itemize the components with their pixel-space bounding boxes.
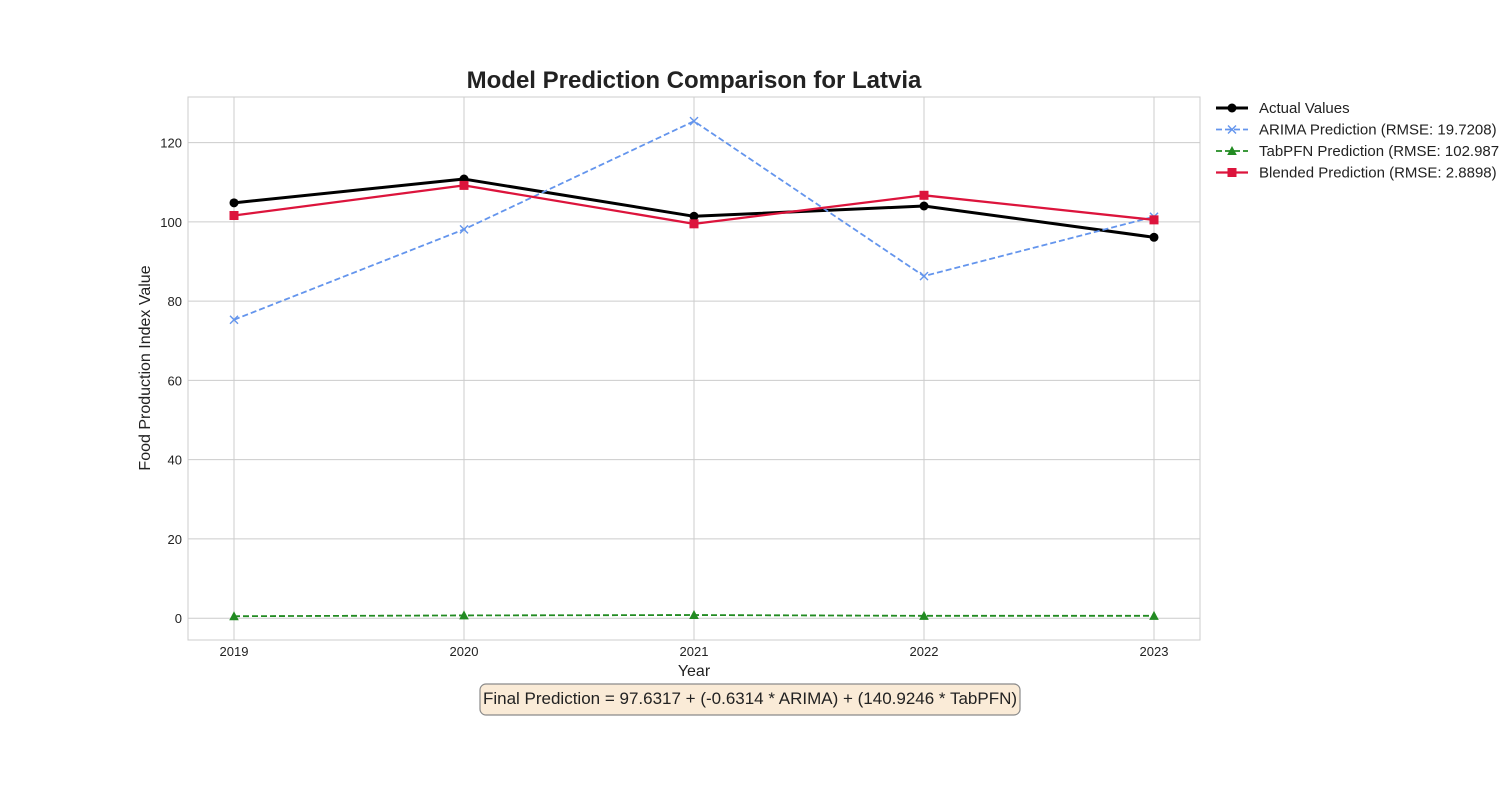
x-tick-label: 2019 <box>220 644 249 659</box>
x-axis-label: Year <box>678 663 711 680</box>
series-layer <box>229 116 1159 621</box>
plot-frame <box>187 96 1201 641</box>
legend-label: Blended Prediction (RMSE: 2.8898) <box>1259 165 1497 182</box>
data-point-arima <box>459 224 469 234</box>
legend-marker <box>1227 125 1237 134</box>
data-point-actual <box>229 198 239 208</box>
legend-entry-blended: Blended Prediction (RMSE: 2.8898) <box>1216 165 1497 182</box>
data-point-blended <box>689 219 699 229</box>
tick-labels: 0 20 40 60 80 100 120 2019 2020 2021 2022 2023 <box>160 136 1168 659</box>
legend: Actual Values ARIMA Prediction (RMSE: 19.… <box>1216 100 1499 182</box>
legend-label: Actual Values <box>1259 100 1350 117</box>
data-point-tabpfn <box>229 611 239 621</box>
data-point-tabpfn <box>459 610 469 620</box>
legend-entry-tabpfn: TabPFN Prediction (RMSE: 102.987 <box>1216 143 1499 160</box>
legend-marker <box>1227 168 1237 177</box>
data-point-tabpfn <box>689 610 699 620</box>
legend-marker <box>1227 103 1237 113</box>
data-point-tabpfn <box>1149 610 1159 620</box>
data-point-actual <box>1149 232 1159 242</box>
x-tick-label: 2020 <box>450 644 479 659</box>
y-tick-label: 80 <box>168 294 182 309</box>
data-point-arima <box>919 271 929 281</box>
legend-label: TabPFN Prediction (RMSE: 102.987 <box>1259 143 1499 160</box>
data-point-actual <box>919 201 929 211</box>
data-point-tabpfn <box>919 610 929 620</box>
formula-annotation-text: Final Prediction = 97.6317 + (-0.6314 * … <box>483 689 1017 708</box>
legend-entry-actual: Actual Values <box>1216 100 1350 117</box>
data-point-blended <box>919 190 929 200</box>
y-axis-label: Food Production Index Value <box>137 265 154 470</box>
data-point-blended <box>459 180 469 190</box>
formula-annotation-background <box>479 683 1021 716</box>
y-tick-label: 40 <box>168 453 182 468</box>
legend-marker <box>1227 146 1237 155</box>
series-line-arima <box>233 120 1155 321</box>
data-point-actual <box>689 211 699 221</box>
data-point-blended <box>229 211 239 221</box>
data-point-arima <box>229 315 239 325</box>
y-tick-label: 0 <box>175 611 182 626</box>
series-tabpfn <box>229 610 1159 621</box>
y-tick-label: 20 <box>168 532 182 547</box>
legend-label: ARIMA Prediction (RMSE: 19.7208) <box>1259 122 1497 139</box>
chart-title: Model Prediction Comparison for Latvia <box>467 67 922 94</box>
data-point-arima <box>689 116 699 126</box>
formula-annotation-box: Final Prediction = 97.6317 + (-0.6314 * … <box>479 683 1021 716</box>
y-tick-label: 60 <box>168 373 182 388</box>
y-tick-label: 100 <box>160 215 182 230</box>
x-tick-label: 2022 <box>910 644 939 659</box>
x-tick-label: 2023 <box>1140 644 1169 659</box>
series-blended <box>229 180 1159 229</box>
legend-entry-arima: ARIMA Prediction (RMSE: 19.7208) <box>1216 122 1497 139</box>
data-point-blended <box>1149 215 1159 225</box>
grid-lines <box>188 97 1200 640</box>
x-tick-label: 2021 <box>680 644 709 659</box>
y-tick-label: 120 <box>160 136 182 151</box>
